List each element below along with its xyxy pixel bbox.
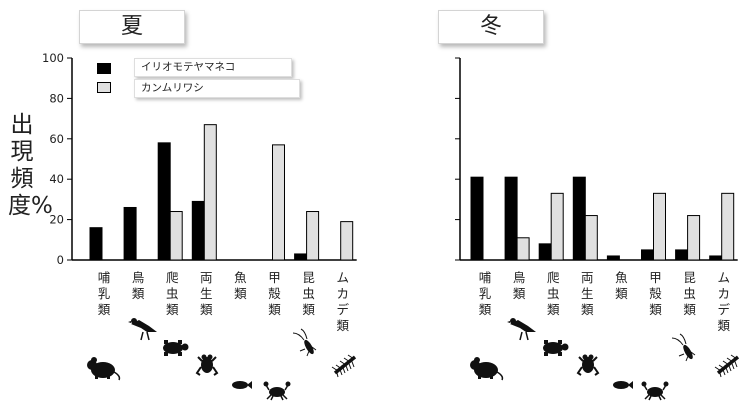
bar-eagle [169,211,183,261]
bar-eagle [550,192,564,261]
fish-silhouette-icon [613,381,633,389]
bar-cat [709,255,723,261]
bar-cat [191,200,205,261]
category-label: 甲殻類 [649,270,662,317]
bar-eagle [272,144,285,261]
category-label: 魚類 [615,270,628,301]
legend-label-cat: イリオモテヤマネコ [141,61,236,73]
bar-cat [123,206,137,261]
y-tick-label: 0 [57,253,64,267]
mouse-silhouette-icon [469,356,504,381]
y-tick-label: 60 [49,132,64,146]
y-tick-label: 100 [42,51,64,65]
bird-silhouette-icon [506,317,537,341]
bar-cat [470,176,484,261]
bar-cat [572,176,586,261]
category-label: 哺乳類 [98,270,111,317]
legend-swatch-cat [97,63,111,74]
frog-silhouette-icon [196,353,218,376]
category-label: 鳥類 [132,270,145,301]
crab-silhouette-icon [640,380,670,401]
bar-eagle [584,215,598,261]
y-axis-label: 出現頻度% [8,112,53,219]
bar-cat [641,249,654,261]
bar-eagle [653,192,666,261]
category-label: 昆虫類 [302,270,315,317]
centipede-silhouette-icon [713,353,740,379]
bar-eagle [721,192,735,261]
bar-eagle [203,124,217,261]
category-label: ムカデ類 [336,270,349,333]
bar-eagle [340,221,354,261]
category-label: 両生類 [581,270,594,317]
category-label: 鳥類 [513,270,526,301]
mouse-silhouette-icon [86,356,121,381]
category-label: ムカデ類 [717,270,730,333]
legend-swatch-eagle [97,82,111,93]
bar-cat [157,142,171,261]
bar-cat [606,255,620,261]
category-label: 魚類 [234,270,247,301]
bar-cat [294,253,308,261]
crab-silhouette-icon [262,380,292,401]
category-label: 爬虫類 [166,270,179,317]
bar-cat [675,249,689,261]
bar-eagle [306,211,320,261]
legend-entry-cat: イリオモテヤマネコ [134,58,292,77]
summer-panel-title: 夏 [79,10,185,44]
centipede-silhouette-icon [330,353,357,379]
legend-label-eagle: カンムリワシ [141,82,204,94]
fish-silhouette-icon [232,381,252,389]
category-label: 両生類 [200,270,213,317]
y-tick-label: 80 [49,91,64,105]
turtle-silhouette-icon [543,340,569,356]
bar-cat [504,176,518,261]
bar-cat [538,243,552,261]
winter-panel-title: 冬 [438,10,544,44]
insect-silhouette-icon [671,333,696,362]
category-label: 甲殻類 [268,270,281,317]
insect-silhouette-icon [292,328,317,357]
legend-entry-eagle: カンムリワシ [134,79,300,98]
bird-silhouette-icon [127,317,158,341]
category-label: 哺乳類 [479,270,492,317]
category-label: 爬虫類 [547,270,560,317]
bar-eagle [687,215,701,261]
y-tick-label: 20 [49,213,64,227]
category-label: 昆虫類 [683,270,696,317]
turtle-silhouette-icon [163,340,189,356]
frog-silhouette-icon [577,353,599,376]
bar-eagle [516,237,530,261]
bar-cat [89,227,103,261]
y-tick-label: 40 [49,172,64,186]
